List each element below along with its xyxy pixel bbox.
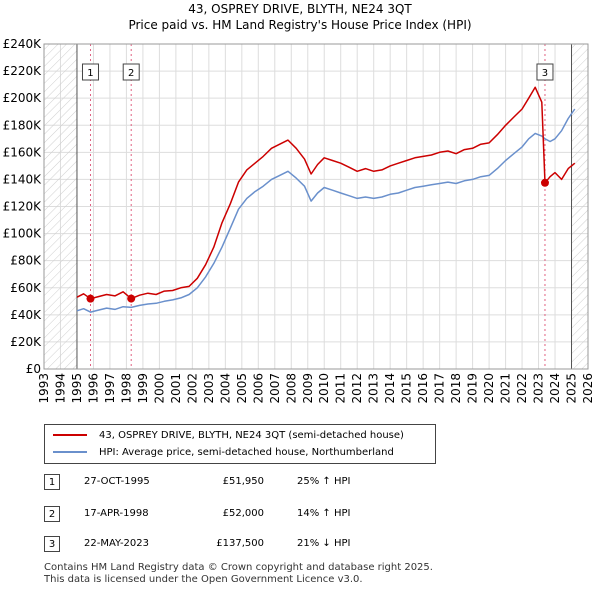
legend-swatch-property: [53, 434, 87, 436]
plot-frame: [43, 43, 589, 370]
hatched-region: [44, 44, 77, 369]
x-tick-label: 2020: [482, 373, 496, 404]
sale-price: £52,000: [222, 508, 264, 519]
sale-label: 2: [128, 68, 134, 79]
footer: Contains HM Land Registry data © Crown c…: [44, 562, 433, 586]
x-tick-label: 2003: [202, 373, 216, 404]
footer-licence: This data is licensed under the Open Gov…: [44, 574, 363, 585]
legend-item-property: 43, OSPREY DRIVE, BLYTH, NE24 3QT (semi-…: [53, 429, 404, 443]
sale-point: [86, 294, 95, 303]
sale-price: £51,950: [222, 476, 264, 487]
sale-date: 17-APR-1998: [84, 508, 149, 519]
sale-number-badge: 2: [44, 506, 60, 522]
price-chart: 1 2 3 £0 £20K £40K £60K £80K £100K £120K £140K £16…: [3, 37, 595, 404]
x-tick-label: 1995: [70, 373, 84, 404]
x-tick-label: 2023: [532, 373, 546, 404]
x-tick-label: 2021: [499, 373, 513, 404]
series-line: [76, 108, 576, 313]
y-tick-label: £0: [26, 362, 41, 376]
x-tick-label: 2009: [301, 373, 315, 404]
y-tick-label: £140K: [3, 172, 43, 186]
x-tick-label: 2008: [284, 373, 298, 404]
series-line: [76, 86, 576, 300]
sale-hpi-delta: 25% ↑ HPI: [297, 476, 351, 487]
x-tick-label: 2013: [367, 373, 381, 404]
legend: 43, OSPREY DRIVE, BLYTH, NE24 3QT (semi-…: [44, 424, 436, 464]
x-tick-label: 2016: [416, 373, 430, 404]
x-tick-label: 1999: [136, 373, 150, 404]
x-tick-label: 1996: [86, 373, 100, 404]
y-tick-label: £120K: [3, 200, 43, 214]
y-tick-label: £100K: [3, 227, 43, 241]
x-tick-label: 1994: [53, 373, 67, 404]
x-tick-label: 2012: [350, 373, 364, 404]
sale-label-box: [122, 63, 140, 81]
sale-point: [540, 178, 549, 187]
sale-hpi-delta: 21% ↓ HPI: [297, 538, 351, 549]
x-tick-label: 2006: [251, 373, 265, 404]
x-tick-label: 2010: [317, 373, 331, 404]
x-tick-label: 2018: [449, 373, 463, 404]
sale-label-box: [536, 63, 554, 81]
y-tick-label: £60K: [10, 281, 42, 295]
sale-label: 3: [542, 68, 548, 79]
legend-label-property: 43, OSPREY DRIVE, BLYTH, NE24 3QT (semi-…: [99, 430, 404, 441]
x-tick-label: 2001: [169, 373, 183, 404]
x-tick-label: 1997: [103, 373, 117, 404]
sale-hpi-delta: 14% ↑ HPI: [297, 508, 351, 519]
x-tick-label: 2024: [548, 373, 562, 404]
x-tick-label: 2000: [152, 373, 166, 404]
sale-price: £137,500: [216, 538, 264, 549]
x-tick-label: 2019: [466, 373, 480, 404]
y-tick-label: £40K: [10, 308, 42, 322]
x-tick-label: 2007: [268, 373, 282, 404]
y-tick-label: £20K: [10, 335, 42, 349]
x-tick-label: 2026: [581, 373, 595, 404]
x-tick-label: 1998: [119, 373, 133, 404]
legend-item-hpi: HPI: Average price, semi-detached house,…: [53, 446, 394, 460]
sale-row: 3 22-MAY-2023 £137,500 21% ↓ HPI: [44, 536, 444, 556]
hatched-region: [571, 44, 588, 369]
y-tick-label: £160K: [3, 145, 43, 159]
y-tick-label: £180K: [3, 118, 43, 132]
sale-row: 2 17-APR-1998 £52,000 14% ↑ HPI: [44, 506, 444, 526]
x-tick-label: 2014: [383, 373, 397, 404]
x-tick-label: 2004: [218, 373, 232, 404]
legend-label-hpi: HPI: Average price, semi-detached house,…: [99, 447, 394, 458]
y-tick-label: £220K: [3, 64, 43, 78]
footer-copyright: Contains HM Land Registry data © Crown c…: [44, 562, 433, 573]
x-tick-label: 2022: [515, 373, 529, 404]
chart-title: 43, OSPREY DRIVE, BLYTH, NE24 3QT: [188, 2, 412, 16]
sale-point: [127, 294, 136, 303]
sale-label-box: [81, 63, 99, 81]
legend-swatch-hpi: [53, 451, 87, 453]
x-tick-label: 2005: [235, 373, 249, 404]
x-tick-label: 2025: [565, 373, 579, 404]
sale-date: 27-OCT-1995: [84, 476, 150, 487]
sale-date: 22-MAY-2023: [84, 538, 150, 549]
sale-number-badge: 3: [44, 536, 60, 552]
x-tick-label: 2002: [185, 373, 199, 404]
x-tick-label: 1993: [37, 373, 51, 404]
chart-subtitle: Price paid vs. HM Land Registry's House …: [128, 18, 472, 32]
y-tick-label: £80K: [10, 254, 42, 268]
x-tick-label: 2015: [400, 373, 414, 404]
sale-number-badge: 1: [44, 474, 60, 490]
sale-label: 1: [87, 68, 93, 79]
x-tick-label: 2011: [334, 373, 348, 404]
y-tick-label: £200K: [3, 91, 43, 105]
y-tick-label: £240K: [3, 37, 43, 51]
x-tick-label: 2017: [433, 373, 447, 404]
sale-row: 1 27-OCT-1995 £51,950 25% ↑ HPI: [44, 474, 444, 494]
